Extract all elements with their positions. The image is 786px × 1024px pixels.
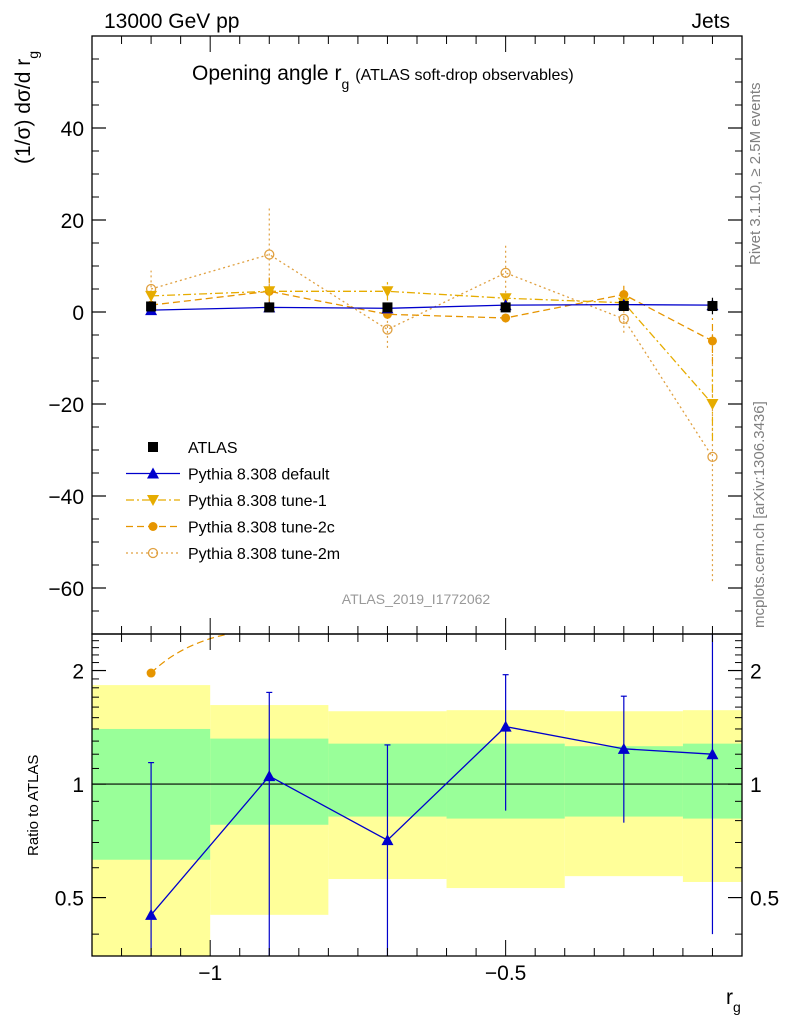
chart-title-main: Opening angle r <box>192 62 341 85</box>
data-point <box>707 336 717 346</box>
ratio-point <box>499 720 512 732</box>
x-tick-label: −1 <box>198 962 222 985</box>
legend-marker <box>147 495 159 506</box>
x-axis-label: rg <box>726 986 741 1015</box>
legend: ATLAS Pythia 8.308 default Pythia 8.308 tu… <box>126 440 340 563</box>
header-left: 13000 GeV pp <box>104 10 239 33</box>
data-point <box>381 286 394 298</box>
ratio-y-tick-label: 1 <box>72 774 84 797</box>
legend-marker <box>147 547 159 559</box>
ratio-series-default <box>145 634 719 956</box>
data-point <box>382 324 393 335</box>
ratio-line <box>150 725 713 916</box>
legend-label: ATLAS <box>188 440 238 457</box>
series-pythia-8-308-tune-1 <box>145 282 719 441</box>
data-point <box>264 302 275 313</box>
legend-item: ATLAS <box>148 440 238 457</box>
data-point <box>499 293 512 305</box>
legend-item: Pythia 8.308 tune-2m <box>126 546 340 563</box>
ratio-point <box>706 748 719 760</box>
side-label-bottom: mcplots.cern.ch [arXiv:1306.3436] <box>751 401 768 628</box>
data-point <box>382 302 393 313</box>
data-point <box>500 302 511 313</box>
ratio-y-tick-label: 2 <box>72 661 84 684</box>
series-pythia-8-308-tune-2c <box>146 277 717 364</box>
y-axis-label-sub: g <box>25 51 41 59</box>
x-axis-label-main: r <box>726 986 733 1009</box>
series-line <box>151 303 713 311</box>
analysis-id: ATLAS_2019_I1772062 <box>342 591 491 607</box>
legend-item: Pythia 8.308 tune-1 <box>126 493 327 510</box>
header-right: Jets <box>691 10 730 33</box>
data-point <box>618 313 629 325</box>
legend-label: Pythia 8.308 default <box>188 467 330 484</box>
data-point <box>707 301 718 312</box>
ratio-y-tick-label-right: 1 <box>750 774 762 797</box>
data-point <box>145 290 158 302</box>
data-point <box>706 399 719 410</box>
main-frame <box>91 35 743 635</box>
legend-marker <box>148 522 158 531</box>
ratio-bands <box>92 685 742 956</box>
series-line <box>151 290 713 405</box>
chart-title: Opening angle rg (ATLAS soft-drop observa… <box>192 62 574 92</box>
chart-title-sub: g <box>341 76 349 92</box>
y-tick-label: 40 <box>61 118 84 141</box>
y-tick-label: 0 <box>72 302 84 325</box>
y-tick-label: 20 <box>61 210 84 233</box>
data-point <box>264 249 275 260</box>
legend-label: Pythia 8.308 tune-2m <box>188 546 340 563</box>
legend-item: Pythia 8.308 tune-2c <box>126 520 335 537</box>
legend-label: Pythia 8.308 tune-2c <box>188 520 335 537</box>
x-tick-label: −0.5 <box>485 962 526 985</box>
data-point <box>501 313 511 323</box>
data-point <box>618 301 629 312</box>
legend-marker <box>147 467 159 479</box>
legend-label: Pythia 8.308 tune-1 <box>188 493 327 510</box>
legend-item: Pythia 8.308 default <box>126 467 330 484</box>
side-label-top: Rivet 3.1.10, ≥ 2.5M events <box>747 83 764 266</box>
data-point <box>146 301 157 312</box>
series-line <box>151 290 713 342</box>
ratio-point <box>263 770 276 782</box>
axes: −60 −40 −20 0 20 40 −1 −0.5 0.5 0.5 1 1 2 2 <box>48 35 779 985</box>
ratio-y-label: Ratio to ATLAS <box>25 755 42 856</box>
ratio-series <box>145 634 719 956</box>
legend-marker <box>148 442 158 452</box>
y-axis-label-main: (1/σ) dσ/d r <box>12 59 35 164</box>
y-tick-label: −60 <box>48 578 84 601</box>
ratio-point <box>381 834 394 846</box>
data-point <box>263 286 276 298</box>
main-series <box>145 208 719 582</box>
ratio-point <box>145 908 158 920</box>
x-axis-label-sub: g <box>733 999 741 1015</box>
data-point <box>619 290 629 300</box>
y-tick-label: −40 <box>48 486 84 509</box>
chart-title-suffix: (ATLAS soft-drop observables) <box>355 67 573 84</box>
y-tick-label: −20 <box>48 394 84 417</box>
ratio-y-tick-label-right: 0.5 <box>750 888 779 911</box>
data-point <box>500 267 511 279</box>
ratio-point <box>617 742 630 754</box>
data-point <box>707 451 718 463</box>
y-axis-label: (1/σ) dσ/d rg <box>12 51 41 164</box>
ratio-y-tick-label: 0.5 <box>55 888 84 911</box>
series-atlas <box>146 297 718 315</box>
ratio-line-tune-2c <box>150 634 229 674</box>
series-line <box>150 253 714 458</box>
ratio-y-tick-label-right: 2 <box>750 661 762 684</box>
